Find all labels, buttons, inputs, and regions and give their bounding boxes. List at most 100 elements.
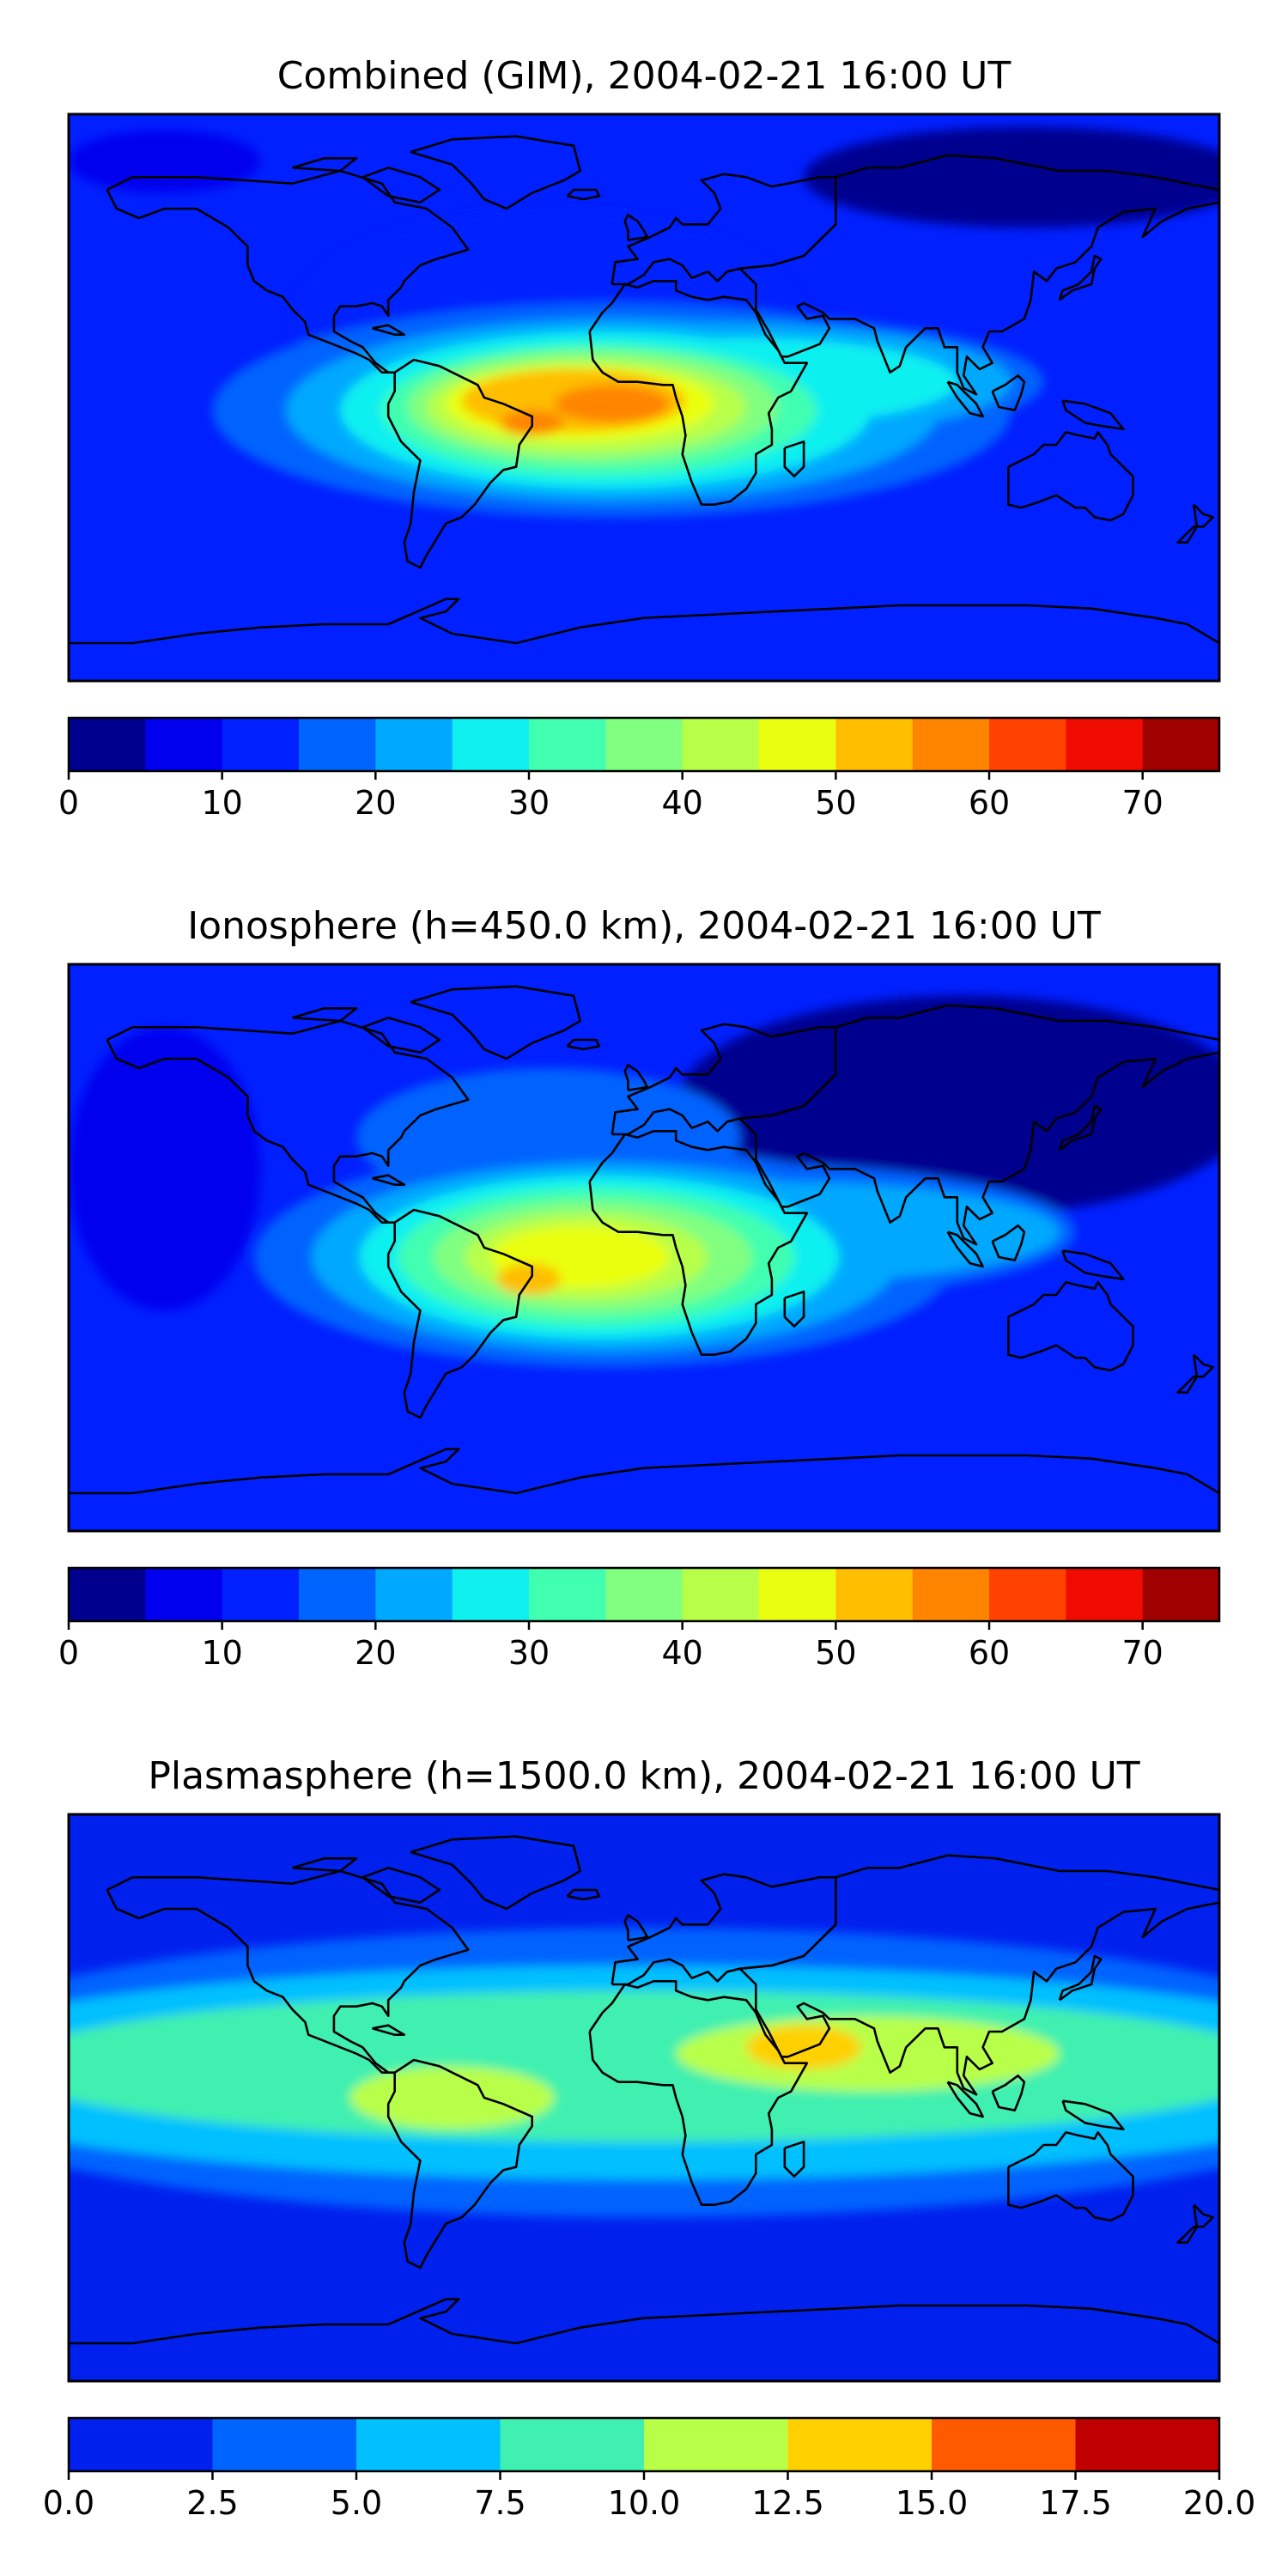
- colorbar-segment: [222, 718, 300, 771]
- coastline: [106, 1869, 470, 2074]
- coastline: [410, 1835, 581, 1911]
- colorbar-frame: [67, 716, 1221, 773]
- contour-region: [69, 130, 261, 193]
- colorbar-segment: [500, 2418, 645, 2471]
- colorbar-segment: [69, 718, 146, 771]
- colorbar: 0.0 2.5 5.0 7.5 10.0 12.5 15.0 17.5 20.0: [43, 2416, 1255, 2522]
- coastline: [372, 1174, 406, 1186]
- coastline: [738, 1004, 1219, 1246]
- colorbar-frame: [67, 1566, 1221, 1623]
- colorbar-tick-label: 40: [661, 1634, 702, 1672]
- coastline: [386, 1208, 533, 1419]
- map-frame: [67, 112, 1221, 683]
- colorbar-segment: [932, 2418, 1076, 2471]
- colorbar-segment: [356, 2418, 501, 2471]
- map-area: [69, 964, 1219, 1531]
- colorbar-segment: [835, 718, 914, 771]
- coastline: [991, 2075, 1026, 2111]
- colorbar: 0 10 20 30 40 50 60 70: [58, 1566, 1221, 1672]
- colorbar-segment: [835, 1568, 914, 1621]
- coastline: [372, 324, 406, 336]
- contour-region: [69, 1027, 261, 1311]
- coastline: [588, 1980, 809, 2206]
- map-frame: [67, 963, 1221, 1533]
- colorbar-tick-label: 40: [661, 784, 702, 822]
- colorbar-segment: [759, 1568, 836, 1621]
- coastline: [106, 169, 470, 374]
- colorbar-segment: [759, 718, 836, 771]
- colorbar-segment: [1066, 1568, 1144, 1621]
- colorbar-tick-label: 2.5: [186, 2484, 238, 2522]
- colorbar-segment: [529, 1568, 606, 1621]
- colorbar-segment: [375, 718, 453, 771]
- colorbar-tick-label: 7.5: [474, 2484, 526, 2522]
- coastlines: [69, 135, 1219, 645]
- colorbar-segment: [375, 1568, 453, 1621]
- colorbar-segment: [145, 718, 223, 771]
- coastline: [1176, 503, 1214, 544]
- coastline: [946, 2081, 984, 2118]
- coastline: [410, 985, 581, 1060]
- colorbar-segment: [69, 1568, 146, 1621]
- coastline: [1007, 1281, 1134, 1372]
- contour-region: [676, 2015, 1060, 2092]
- map-frame: [67, 1813, 1221, 2383]
- coastline: [566, 1888, 601, 1901]
- coastline: [372, 2024, 406, 2036]
- coastline: [991, 1224, 1026, 1261]
- panel-combined: Combined (GIM), 2004-02-21 16:00 UT 0 10 2…: [58, 54, 1221, 822]
- panel-plasmasphere: Plasmasphere (h=1500.0 km), 2004-02-21 1…: [43, 1754, 1256, 2522]
- colorbar-tick-label: 10: [201, 784, 242, 822]
- coastline: [1007, 2131, 1134, 2222]
- coastline: [1058, 1104, 1103, 1151]
- coastline: [361, 1867, 441, 1904]
- coastline: [292, 1007, 358, 1023]
- coastline: [738, 154, 1219, 396]
- coastline: [292, 1857, 358, 1873]
- colorbar-tick-label: 60: [969, 784, 1010, 822]
- coastline: [292, 157, 358, 173]
- colorbar-segment: [452, 1568, 530, 1621]
- colorbar-segment: [989, 718, 1066, 771]
- contour-region: [69, 1990, 1219, 2142]
- colorbar-segment: [787, 2418, 933, 2471]
- colorbar-segment: [682, 1568, 760, 1621]
- coastline: [783, 440, 805, 477]
- coastline: [410, 135, 581, 210]
- colorbar-segment: [682, 718, 760, 771]
- coastline: [1176, 1353, 1214, 1394]
- colorbar-tick-label: 70: [1121, 784, 1163, 822]
- coastline: [361, 167, 441, 204]
- colorbar-tick-label: 10: [201, 1634, 242, 1672]
- colorbar-segment: [69, 2418, 213, 2471]
- coastline: [623, 214, 648, 241]
- coastlines: [69, 1835, 1219, 2345]
- coastline: [588, 1130, 809, 1356]
- coastline: [783, 1291, 805, 1327]
- contour-region: [804, 126, 1219, 228]
- coastline: [1061, 2099, 1125, 2130]
- coastline: [1058, 1954, 1103, 2002]
- coastline: [946, 1230, 984, 1268]
- coastline: [386, 358, 533, 569]
- coastline: [361, 1017, 441, 1054]
- colorbar-tick-label: 12.5: [751, 2484, 824, 2522]
- coastline: [386, 2058, 533, 2269]
- colorbar-tick-label: 10.0: [608, 2484, 681, 2522]
- coastline: [566, 188, 601, 201]
- colorbar-tick-label: 30: [508, 1634, 550, 1672]
- colorbar-tick-label: 50: [815, 784, 856, 822]
- colorbar-tick-label: 5.0: [331, 2484, 382, 2522]
- colorbar-segment: [605, 718, 683, 771]
- coastline: [1061, 399, 1125, 430]
- contour-fill: [69, 126, 1219, 518]
- colorbar-tick-label: 50: [815, 1634, 856, 1672]
- colorbar-segment: [605, 1568, 683, 1621]
- coastline: [611, 173, 837, 286]
- contour-region: [349, 2066, 555, 2129]
- panel-title: Combined (GIM), 2004-02-21 16:00 UT: [277, 54, 1012, 98]
- colorbar-tick-label: 15.0: [896, 2484, 969, 2522]
- coastline: [611, 1873, 837, 1986]
- coastline: [1061, 1249, 1125, 1280]
- panel-title: Ionosphere (h=450.0 km), 2004-02-21 16:0…: [187, 904, 1101, 948]
